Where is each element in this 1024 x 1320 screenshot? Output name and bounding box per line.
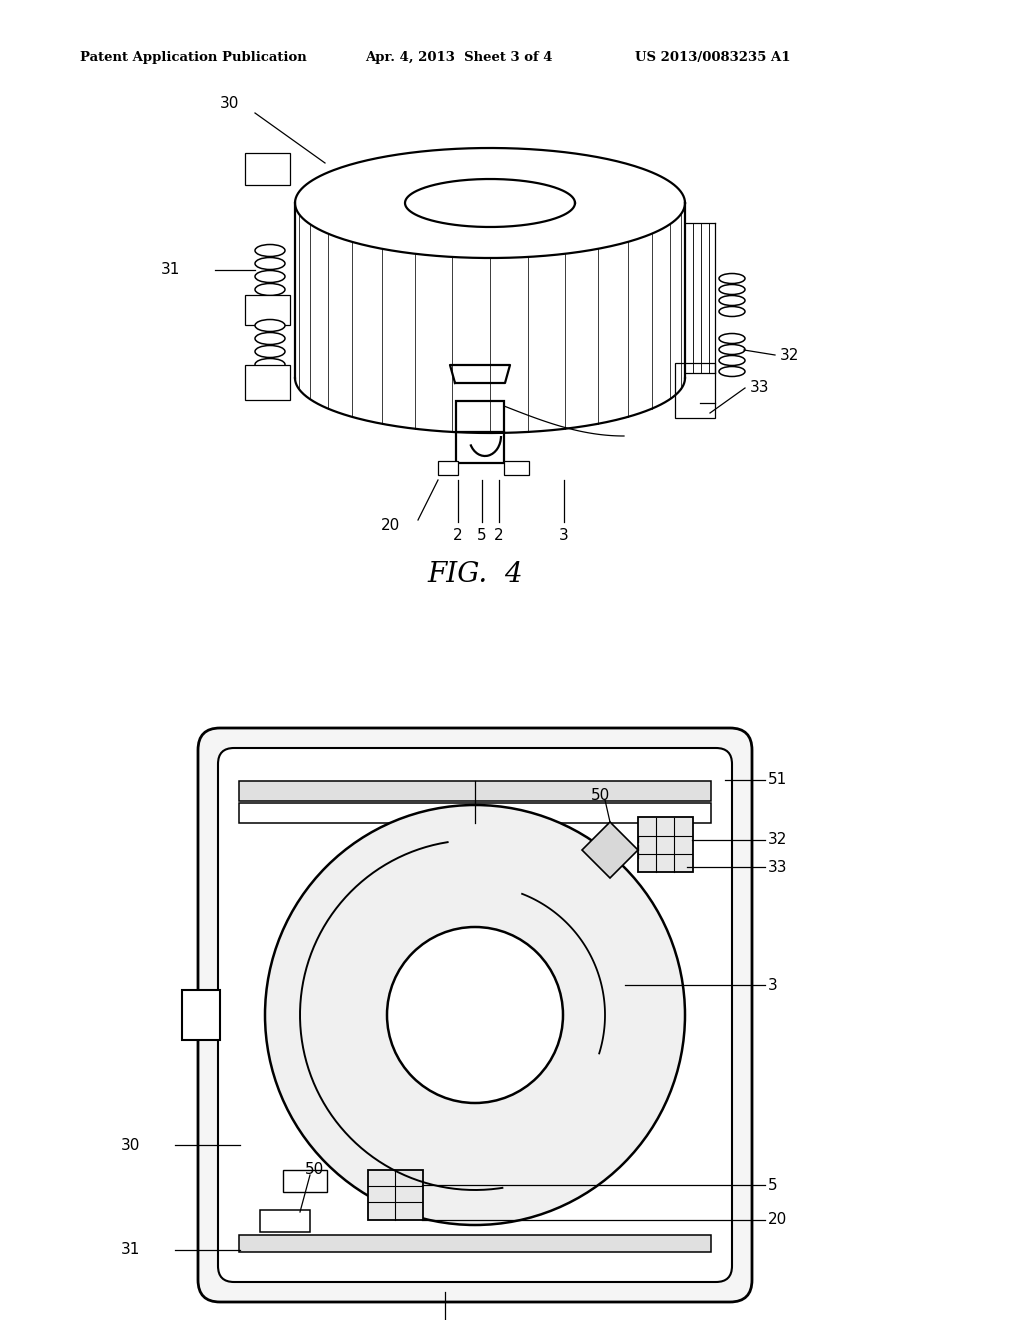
Text: 32: 32 bbox=[780, 347, 800, 363]
Ellipse shape bbox=[719, 285, 745, 294]
Bar bbox=[456, 401, 504, 463]
Ellipse shape bbox=[255, 333, 285, 345]
Bar bbox=[504, 461, 529, 475]
Text: 3: 3 bbox=[768, 978, 778, 993]
Bar bbox=[245, 294, 290, 325]
Text: 33: 33 bbox=[750, 380, 769, 396]
Ellipse shape bbox=[255, 319, 285, 331]
Bar bbox=[438, 461, 458, 475]
Text: 31: 31 bbox=[121, 1242, 140, 1258]
Ellipse shape bbox=[719, 296, 745, 305]
Text: Apr. 4, 2013  Sheet 3 of 4: Apr. 4, 2013 Sheet 3 of 4 bbox=[365, 51, 553, 65]
Text: 33: 33 bbox=[768, 859, 787, 874]
Text: 30: 30 bbox=[220, 95, 240, 111]
Ellipse shape bbox=[255, 244, 285, 256]
Bar bbox=[638, 817, 693, 873]
Ellipse shape bbox=[255, 346, 285, 358]
Bar bbox=[675, 363, 715, 418]
Text: 31: 31 bbox=[161, 263, 180, 277]
Text: 30: 30 bbox=[121, 1138, 140, 1152]
Ellipse shape bbox=[719, 355, 745, 366]
Bar bbox=[260, 1210, 310, 1232]
Bar bbox=[283, 1170, 327, 1192]
Bar bbox=[182, 990, 220, 1040]
Circle shape bbox=[265, 805, 685, 1225]
Ellipse shape bbox=[255, 284, 285, 296]
Polygon shape bbox=[582, 822, 638, 878]
Bar bbox=[239, 803, 711, 822]
Ellipse shape bbox=[255, 271, 285, 282]
Text: 50: 50 bbox=[305, 1163, 325, 1177]
Text: 20: 20 bbox=[768, 1213, 787, 1228]
Text: 20: 20 bbox=[381, 517, 400, 532]
Text: Patent Application Publication: Patent Application Publication bbox=[80, 51, 307, 65]
FancyBboxPatch shape bbox=[218, 748, 732, 1282]
Circle shape bbox=[387, 927, 563, 1104]
Text: 3: 3 bbox=[559, 528, 569, 543]
Text: US 2013/0083235 A1: US 2013/0083235 A1 bbox=[635, 51, 791, 65]
Text: 5: 5 bbox=[477, 528, 486, 543]
Ellipse shape bbox=[719, 367, 745, 376]
Text: 32: 32 bbox=[768, 833, 787, 847]
Ellipse shape bbox=[719, 345, 745, 355]
Ellipse shape bbox=[255, 359, 285, 371]
Bar bbox=[245, 153, 290, 185]
Ellipse shape bbox=[719, 273, 745, 284]
Bar bbox=[239, 1236, 711, 1251]
Ellipse shape bbox=[719, 334, 745, 343]
Text: 2: 2 bbox=[454, 528, 463, 543]
Bar bbox=[239, 781, 711, 801]
Bar bbox=[245, 366, 290, 400]
Ellipse shape bbox=[255, 257, 285, 269]
Text: 51: 51 bbox=[768, 772, 787, 788]
Text: FIG.  4: FIG. 4 bbox=[427, 561, 523, 589]
Text: 50: 50 bbox=[591, 788, 609, 803]
Bar bbox=[368, 1170, 423, 1220]
Ellipse shape bbox=[719, 306, 745, 317]
Text: 2: 2 bbox=[495, 528, 504, 543]
FancyBboxPatch shape bbox=[198, 729, 752, 1302]
Text: 5: 5 bbox=[768, 1177, 777, 1192]
